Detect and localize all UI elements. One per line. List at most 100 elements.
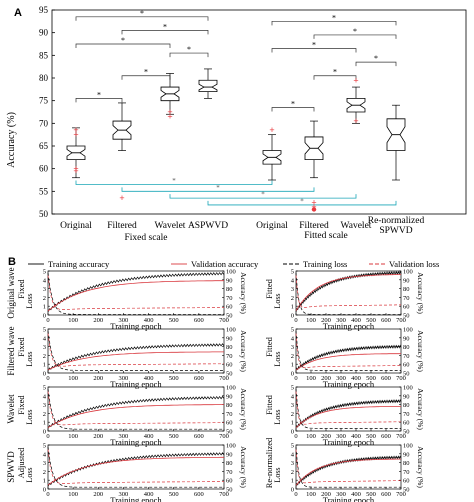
box-plot: +: [112, 102, 132, 203]
x-tick-label: 500: [169, 317, 179, 324]
outlier-marker: +: [167, 107, 172, 117]
training-loss-line: [47, 330, 224, 371]
loss-tick-label: 0: [291, 487, 294, 494]
training-accuracy-line: [295, 399, 402, 429]
x-tick-label: 500: [169, 491, 179, 498]
x-tick-label: 0: [294, 375, 297, 382]
x-tick-label: 400: [351, 317, 361, 324]
x-tick-label: 0: [294, 317, 297, 324]
x-tick-label: 700: [396, 375, 406, 382]
box-plot: +: [262, 125, 282, 181]
x-axis-label: Training epoch: [323, 437, 375, 447]
accuracy-tick-label: 50: [226, 313, 233, 320]
accuracy-tick-label: 70: [403, 469, 410, 476]
loss-tick-label: 1: [43, 478, 46, 485]
accuracy-tick-label: 100: [226, 443, 236, 450]
loss-axis-label: Loss: [273, 467, 282, 482]
x-tick-label: 400: [144, 317, 154, 324]
loss-tick-label: 0: [291, 429, 294, 436]
validation-accuracy-line: [47, 280, 224, 312]
loss-tick-label: 2: [291, 411, 294, 418]
x-tick-label: 300: [119, 317, 129, 324]
category-label: Re-normalized SPWVD: [368, 216, 425, 236]
loss-axis-label: Loss: [25, 351, 34, 366]
loss-tick-label: 1: [291, 478, 294, 485]
loss-tick-label: 0: [43, 429, 46, 436]
x-tick-label: 300: [119, 375, 129, 382]
y-tick-label: 70: [39, 118, 49, 128]
category-label: Filtered: [107, 221, 137, 231]
outlier-marker: +: [311, 202, 316, 212]
accuracy-tick-label: 70: [403, 353, 410, 360]
accuracy-axis-label: Accuracy (%): [239, 330, 248, 372]
x-tick-label: 700: [219, 491, 229, 498]
x-tick-label: 100: [68, 375, 78, 382]
x-tick-label: 200: [321, 433, 331, 440]
x-tick-label: 400: [144, 491, 154, 498]
loss-tick-label: 0: [43, 371, 46, 378]
category-label: Original: [60, 221, 92, 231]
group-label-fitted: Fitted scale: [304, 231, 348, 241]
training-accuracy-line: [47, 395, 225, 429]
x-tick-label: 600: [194, 317, 204, 324]
loss-tick-label: 0: [291, 313, 294, 320]
row-label: Wavelet: [6, 394, 16, 424]
training-loss-line: [47, 446, 224, 488]
significance-star: *: [187, 45, 191, 54]
loss-tick-label: 2: [43, 469, 46, 476]
subplot-frame: [47, 386, 225, 432]
x-tick-label: 700: [396, 491, 406, 498]
x-tick-label: 100: [306, 317, 316, 324]
loss-tick-label: 0: [291, 371, 294, 378]
x-tick-label: 300: [119, 433, 129, 440]
x-tick-label: 400: [351, 375, 361, 382]
loss-tick-label: 5: [291, 385, 294, 392]
accuracy-tick-label: 100: [226, 385, 236, 392]
x-tick-label: 400: [144, 433, 154, 440]
panel-a-axes: [51, 9, 467, 215]
accuracy-tick-label: 90: [403, 451, 410, 458]
accuracy-tick-label: 80: [226, 402, 233, 409]
accuracy-tick-label: 90: [403, 335, 410, 342]
x-tick-label: 500: [366, 491, 376, 498]
loss-tick-label: 4: [291, 393, 295, 400]
significance-star: *: [261, 191, 265, 199]
accuracy-tick-label: 90: [403, 393, 410, 400]
accuracy-tick-label: 80: [226, 344, 233, 351]
loss-tick-label: 0: [43, 313, 46, 320]
y-tick-label: 60: [39, 164, 49, 174]
accuracy-tick-label: 100: [226, 327, 236, 334]
category-label: Filtered: [299, 221, 329, 231]
loss-tick-label: 2: [43, 295, 46, 302]
x-tick-label: 600: [381, 491, 391, 498]
significance-bracket: [355, 61, 397, 67]
significance-bracket-teal: [207, 200, 397, 206]
loss-tick-label: 5: [291, 269, 294, 276]
x-tick-label: 300: [336, 491, 346, 498]
outlier-marker: +: [73, 164, 78, 174]
significance-bracket-teal: [169, 194, 357, 199]
x-tick-label: 0: [294, 491, 297, 498]
y-tick-label: 65: [39, 141, 49, 151]
x-tick-label: 300: [336, 433, 346, 440]
x-tick-label: 400: [144, 375, 154, 382]
accuracy-tick-label: 50: [403, 371, 410, 378]
loss-tick-label: 1: [43, 362, 46, 369]
x-tick-label: 100: [306, 491, 316, 498]
outlier-marker: +: [269, 125, 274, 135]
outlier-marker: +: [73, 125, 78, 135]
loss-tick-label: 1: [291, 420, 294, 427]
x-axis-label: Training epoch: [323, 495, 375, 502]
loss-axis-label: Loss: [25, 293, 34, 308]
loss-tick-label: 5: [291, 443, 294, 450]
loss-tick-label: 4: [43, 335, 47, 342]
x-tick-label: 100: [306, 375, 316, 382]
loss-axis-label: Loss: [273, 351, 282, 366]
accuracy-tick-label: 60: [403, 304, 410, 311]
loss-tick-label: 0: [43, 487, 46, 494]
x-tick-label: 600: [194, 375, 204, 382]
accuracy-tick-label: 80: [403, 286, 410, 293]
significance-star: *: [97, 90, 101, 99]
